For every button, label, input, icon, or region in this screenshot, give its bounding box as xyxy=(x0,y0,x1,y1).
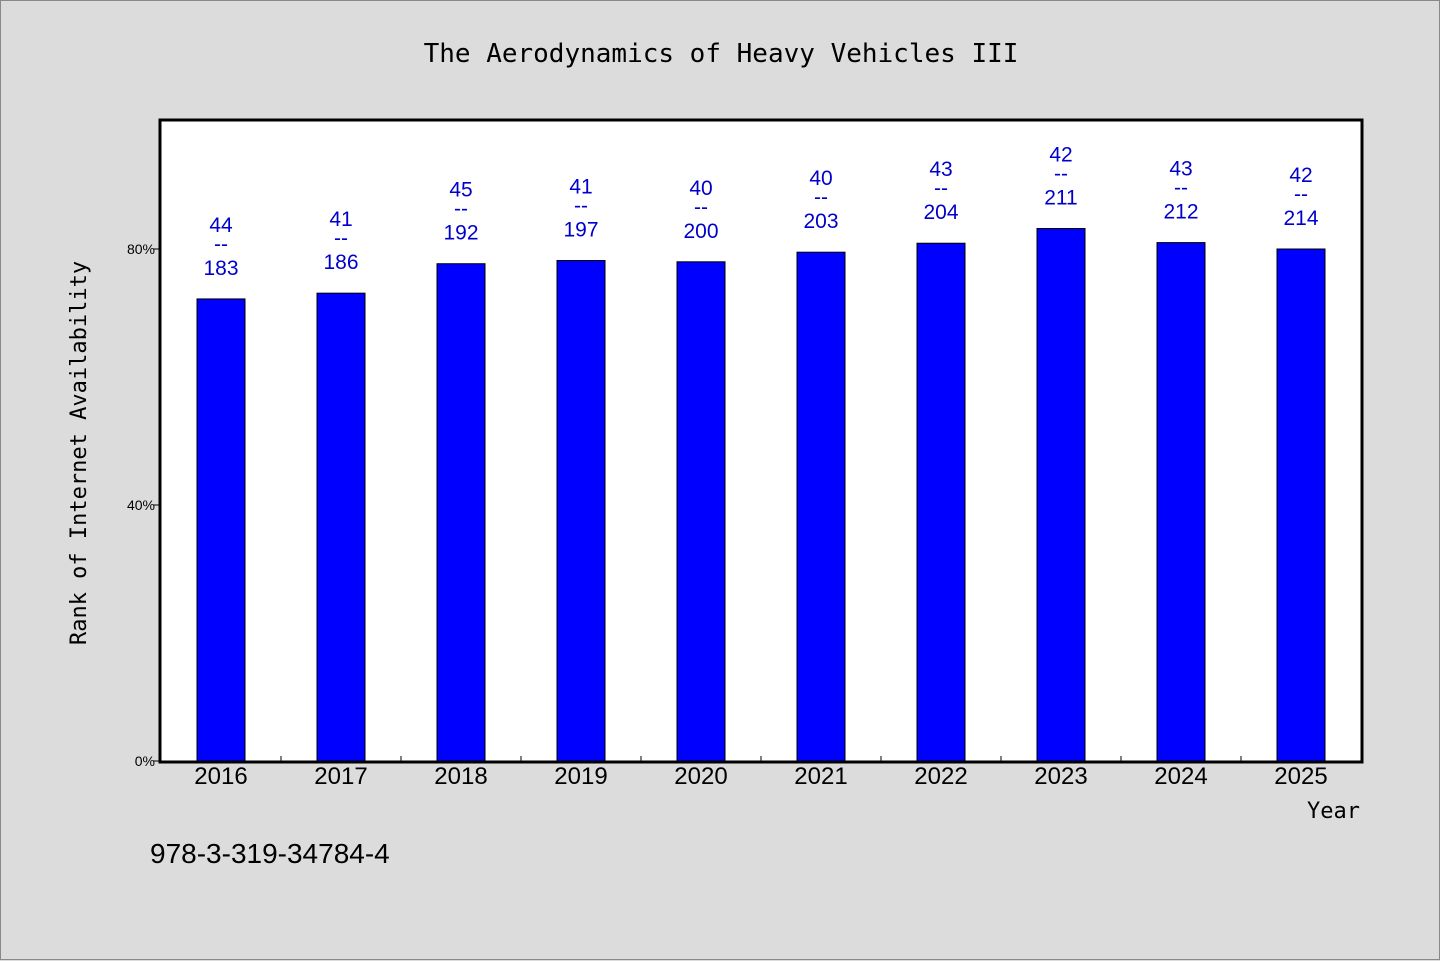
data-label-denominator-2018: 192 xyxy=(443,222,478,245)
data-label-numerator-2019: 41 xyxy=(569,176,592,199)
x-axis-ticks: 2016 2017 2018 2019 2020 2021 2022 2023 2024 2025 xyxy=(194,756,1328,790)
data-label-denominator-2025: 214 xyxy=(1283,207,1318,230)
data-label-separator-2020: -- xyxy=(694,196,708,219)
data-label-denominator-2022: 204 xyxy=(923,201,958,224)
plot-border xyxy=(158,118,1364,764)
data-label-denominator-2023: 211 xyxy=(1044,187,1077,210)
bar-2016 xyxy=(196,298,246,762)
bar-2021 xyxy=(796,251,846,762)
y-axis-label: Rank of Internet Availability xyxy=(67,261,92,645)
data-label-numerator-2018: 45 xyxy=(449,179,472,202)
data-label-numerator-2022: 43 xyxy=(929,158,952,181)
data-labels-group: 44--18341--18645--19241--19740--20040--2… xyxy=(203,144,1318,280)
chart-title: The Aerodynamics of Heavy Vehicles III xyxy=(424,39,1019,69)
x-tick-label-2019: 2019 xyxy=(554,763,607,790)
y-tick-label-0: 0% xyxy=(135,753,155,769)
x-tick-label-2025: 2025 xyxy=(1274,763,1327,790)
x-tick-label-2023: 2023 xyxy=(1034,763,1087,790)
x-tick-label-2017: 2017 xyxy=(314,763,367,790)
data-label-separator-2016: -- xyxy=(214,233,228,256)
data-label-numerator-2017: 41 xyxy=(329,208,352,231)
bar-2024 xyxy=(1156,242,1206,762)
bar-2020 xyxy=(676,261,726,762)
x-tick-label-2018: 2018 xyxy=(434,763,487,790)
isbn-label: 978-3-319-34784-4 xyxy=(150,838,390,869)
y-tick-label-80: 80% xyxy=(127,241,155,257)
bar-2017 xyxy=(316,292,366,762)
data-label-numerator-2025: 42 xyxy=(1289,164,1312,187)
bar-2022 xyxy=(916,242,966,762)
data-label-separator-2024: -- xyxy=(1174,177,1188,200)
x-axis-label: Year xyxy=(1307,799,1360,824)
x-tick-label-2021: 2021 xyxy=(794,763,847,790)
data-label-numerator-2021: 40 xyxy=(809,167,832,190)
data-label-separator-2025: -- xyxy=(1294,183,1308,206)
data-label-denominator-2016: 183 xyxy=(203,257,238,280)
bar-2023 xyxy=(1036,228,1086,762)
x-tick-label-2022: 2022 xyxy=(914,763,967,790)
bar-2018 xyxy=(436,263,486,762)
data-label-numerator-2016: 44 xyxy=(209,214,233,237)
data-label-numerator-2024: 43 xyxy=(1169,158,1192,181)
data-label-denominator-2021: 203 xyxy=(803,210,838,233)
x-tick-label-2020: 2020 xyxy=(674,763,727,790)
data-label-separator-2017: -- xyxy=(334,227,348,250)
data-label-separator-2022: -- xyxy=(934,177,948,200)
data-label-numerator-2023: 42 xyxy=(1049,144,1072,167)
x-tick-label-2016: 2016 xyxy=(194,763,247,790)
data-label-numerator-2020: 40 xyxy=(689,177,712,200)
x-tick-label-2024: 2024 xyxy=(1154,763,1207,790)
y-axis-ticks: 0% 40% 80% xyxy=(127,241,161,769)
data-label-denominator-2024: 212 xyxy=(1163,201,1198,224)
data-label-separator-2019: -- xyxy=(574,195,588,218)
data-label-denominator-2020: 200 xyxy=(683,220,718,243)
data-label-denominator-2019: 197 xyxy=(563,219,598,242)
bars-group xyxy=(196,228,1326,762)
data-label-separator-2023: -- xyxy=(1054,163,1068,186)
bar-2025 xyxy=(1276,248,1326,762)
bar-2019 xyxy=(556,260,606,762)
data-label-separator-2021: -- xyxy=(814,186,828,209)
y-tick-label-40: 40% xyxy=(127,497,155,513)
data-label-separator-2018: -- xyxy=(454,198,468,221)
data-label-denominator-2017: 186 xyxy=(323,251,358,274)
